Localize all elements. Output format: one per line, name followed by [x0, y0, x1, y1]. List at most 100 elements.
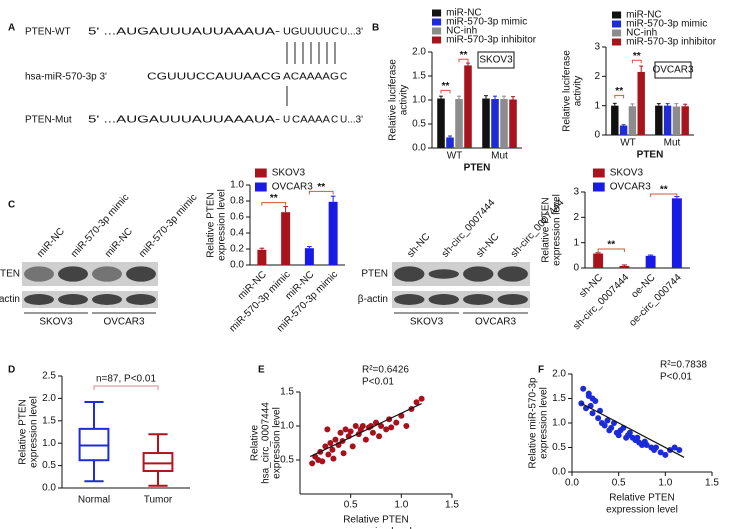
band-label: PTEN: [361, 269, 388, 280]
annotation: n=87, P<0.01: [96, 374, 156, 385]
bar: [645, 255, 656, 268]
significance-label: **: [270, 193, 278, 204]
scatter-point: [359, 423, 366, 429]
bar: [637, 71, 645, 135]
blot-band: [92, 266, 122, 282]
blot-band: [58, 266, 88, 282]
annotation: P<0.01: [362, 377, 394, 388]
sequence-part: CGUUUCCAUUAACG: [147, 72, 281, 83]
y-tick-label: 1.5: [552, 393, 566, 404]
x-axis-label: PTEN: [637, 150, 664, 161]
y-tick-label: 2: [594, 71, 600, 82]
x-tick-label: 0.5: [344, 500, 358, 511]
sequence-part: C: [340, 72, 347, 83]
y-tick-label: 0.5: [552, 442, 566, 453]
scatter-point: [662, 451, 669, 458]
x-tick-label: Tumor: [144, 495, 173, 506]
band-label: β-actin: [0, 294, 20, 305]
blot-band: [463, 266, 494, 282]
blot-band: [92, 294, 122, 305]
y-tick-label: 0.0: [42, 483, 56, 494]
significance-bracket: [631, 59, 642, 64]
y-tick-label: 0.2: [230, 244, 244, 255]
significance-bracket: [308, 190, 334, 195]
y-tick-label: 0.0: [230, 260, 244, 271]
scatter-point: [319, 458, 326, 465]
x-tick-label: 1.5: [705, 478, 719, 489]
scatter-point: [362, 436, 369, 443]
scatter-point: [418, 395, 425, 402]
band-label: PTEN: [0, 269, 20, 280]
legend-label: OVCAR3: [272, 182, 314, 193]
legend-swatch: [432, 18, 442, 26]
y-tick-label: 1: [594, 100, 600, 111]
y-axis-label: expression level: [217, 189, 228, 261]
y-tick-label: 1.5: [42, 415, 56, 426]
y-tick-label: 0.5: [412, 119, 426, 130]
x-tick-label: 0.0: [565, 478, 579, 489]
chart-label: OVCAR3: [652, 65, 694, 76]
blot-band: [428, 269, 459, 279]
significance-label: **: [660, 185, 668, 196]
significance-bracket: [261, 202, 287, 206]
bar: [455, 99, 463, 148]
scatter-point: [324, 426, 331, 433]
blot-band: [394, 266, 425, 282]
scatter-point: [657, 449, 664, 456]
bar: [446, 137, 454, 148]
scatter-point: [585, 390, 592, 397]
y-tick-label: 1.0: [230, 180, 244, 191]
legend-label: miR-NC: [446, 8, 482, 19]
bar: [482, 98, 490, 148]
y-tick-label: 0.4: [230, 228, 244, 239]
legend-swatch: [612, 20, 622, 28]
scatter-point: [383, 426, 390, 433]
y-axis-label: expression level: [552, 194, 563, 266]
sequence-name: PTEN-Mut: [25, 115, 72, 126]
legend-swatch: [432, 36, 442, 44]
blot-band: [126, 266, 156, 282]
significance-label: **: [460, 50, 468, 61]
legend-swatch: [255, 168, 267, 178]
scatter-point: [595, 415, 602, 422]
bar: [257, 249, 267, 265]
blot-band: [394, 294, 425, 305]
group-label: OVCAR3: [475, 317, 517, 328]
y-tick-label: 0.0: [412, 143, 426, 154]
blot-band: [497, 294, 528, 305]
box: [142, 452, 174, 472]
y-tick-label: 0: [594, 130, 600, 141]
scatter-point: [347, 428, 354, 435]
legend-swatch: [593, 168, 605, 178]
y-axis-label: Relative PTEN: [18, 399, 29, 465]
scatter-point: [327, 440, 334, 446]
significance-bracket: [93, 385, 159, 390]
group-label: SKOV3: [410, 317, 444, 328]
y-tick-label: 1.5: [280, 387, 294, 398]
sequence-name: PTEN-WT: [25, 27, 71, 38]
sequence-part: UGUUUUC: [283, 27, 339, 38]
scatter-point: [342, 426, 349, 433]
x-tick-label: Mut: [491, 151, 508, 162]
legend-label: NC-inh: [626, 28, 657, 39]
legend-label: miR-570-3p inhibitor: [626, 37, 717, 48]
legend-swatch: [432, 9, 442, 17]
y-tick-label: 1.0: [280, 421, 294, 432]
scatter-point: [615, 432, 622, 439]
significance-bracket: [440, 89, 451, 94]
fit-line: [309, 403, 422, 458]
y-axis-label: activity: [399, 85, 410, 116]
blot-band: [24, 266, 54, 282]
x-tick-label: WT: [447, 151, 463, 162]
x-tick-label: 1.0: [658, 478, 672, 489]
scatter-point: [601, 422, 608, 429]
blot-band: [24, 294, 54, 305]
scatter-point: [580, 385, 587, 392]
chart-label: SKOV3: [479, 55, 513, 66]
bar: [681, 106, 689, 135]
scatter-point: [393, 419, 400, 426]
group-label: SKOV3: [39, 317, 73, 328]
scatter-point: [337, 429, 344, 436]
significance-label: **: [317, 182, 325, 193]
scatter-point: [634, 434, 641, 441]
